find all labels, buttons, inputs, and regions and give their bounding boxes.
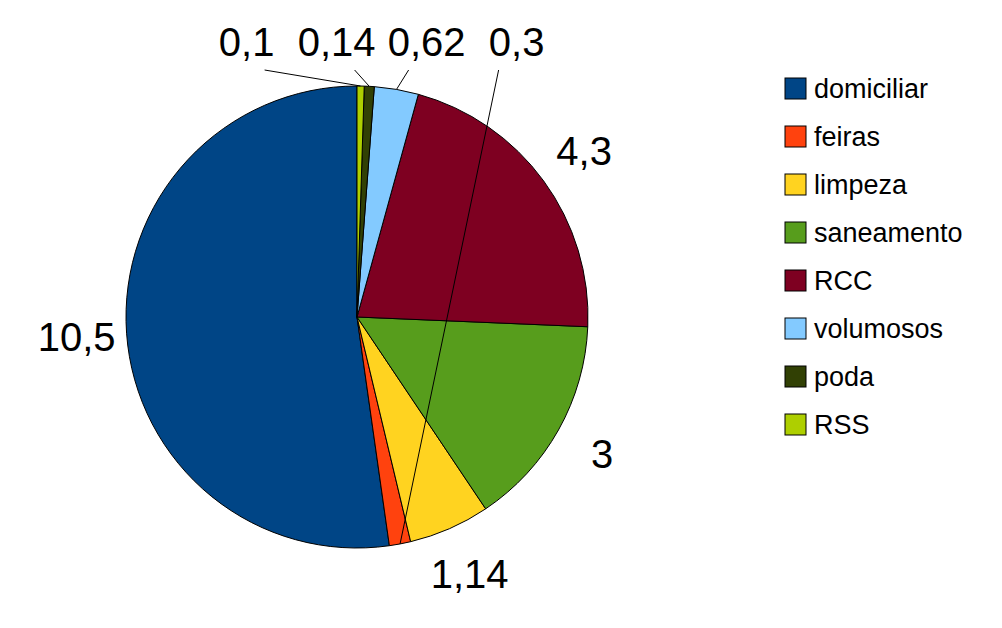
legend-swatch (785, 222, 806, 243)
legend-swatch (785, 366, 806, 387)
legend-swatch (785, 126, 806, 147)
legend-label: domiciliar (814, 74, 928, 104)
legend-label: RCC (814, 266, 873, 296)
pie-slice (357, 317, 588, 509)
data-label: 1,14 (431, 552, 509, 596)
data-label: 3 (591, 432, 613, 476)
data-label: 4,3 (556, 129, 612, 173)
data-label: 0,62 (388, 20, 466, 64)
data-label: 10,5 (38, 315, 116, 359)
pie-slice (357, 87, 418, 317)
leader-line (400, 70, 499, 544)
legend-label: feiras (814, 122, 880, 152)
pie-slice (126, 86, 389, 548)
leader-line (397, 70, 409, 89)
data-label: 0,1 (219, 20, 275, 64)
data-labels: 10,5 1,14 3 4,3 0,1 0,14 0,62 0,3 (38, 20, 613, 596)
legend-label: volumosos (814, 314, 943, 344)
legend-swatch (785, 270, 806, 291)
pie (126, 86, 588, 548)
legend: domiciliar feiras limpeza saneamento RCC volu… (785, 74, 963, 440)
legend-label: poda (814, 362, 875, 392)
leader-line (265, 70, 361, 86)
data-label: 0,14 (298, 20, 376, 64)
legend-label: limpeza (814, 170, 908, 200)
pie-slice (357, 86, 364, 317)
legend-swatch (785, 174, 806, 195)
legend-label: saneamento (814, 218, 963, 248)
legend-swatch (785, 318, 806, 339)
legend-label: RSS (814, 410, 870, 440)
data-label: 0,3 (489, 20, 545, 64)
legend-swatch (785, 78, 806, 99)
leader-line (355, 70, 370, 86)
chart: 10,5 1,14 3 4,3 0,1 0,14 0,62 0,3 domiciliar feir… (0, 0, 1002, 628)
legend-swatch (785, 414, 806, 435)
pie-slice (357, 86, 374, 317)
